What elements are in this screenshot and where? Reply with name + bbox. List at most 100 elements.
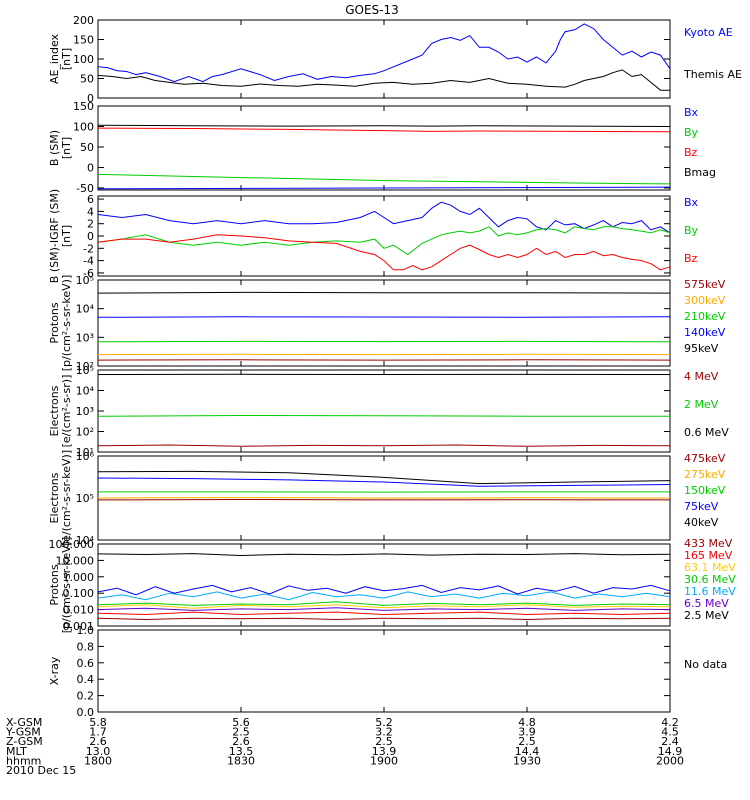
legend-entry: 575keV [684, 278, 726, 291]
y-tick-label: 0 [87, 230, 94, 243]
y-axis-label: Electrons [48, 385, 61, 436]
bottom-axis-value: 3.9 [518, 726, 536, 739]
bottom-axis-value: 14.9 [658, 745, 683, 758]
legend-entry: 165 MeV [684, 549, 733, 562]
y-tick-label: -2 [83, 242, 94, 255]
series-line-By [97, 173, 671, 185]
bottom-row-label: hhmm [6, 754, 41, 767]
panel-frame [97, 195, 671, 277]
series-line-unnamed [97, 584, 671, 596]
series-line-By [97, 226, 671, 256]
series-line-95keV [97, 291, 671, 294]
y-tick-label: 0.100 [63, 587, 95, 600]
series-line-Bx [97, 201, 671, 234]
y-tick-label: 200 [73, 14, 94, 27]
y-tick-label: 0.6 [77, 657, 95, 670]
y-tick-label: 10⁴ [76, 385, 95, 398]
y-tick-label: 0 [87, 161, 94, 174]
y-axis-label: [p/(cm²-s-sr-keV)] [60, 537, 73, 634]
panel-frame [97, 105, 671, 191]
panel-electrons-1: 10¹ 10² 10³ 10⁴ 10⁵ Electrons [e/(cm²-s-sr)] 4 … [48, 364, 729, 459]
y-tick-label: -50 [76, 182, 94, 195]
y-axis-label: Electrons [48, 472, 61, 523]
legend-entry: 4 MeV [684, 370, 719, 383]
panel-frame [97, 629, 671, 713]
series-line-11.6-MeV [97, 591, 671, 601]
legend-entry: 40keV [684, 516, 719, 529]
legend-entry: Bz [684, 252, 698, 265]
bottom-axis-value: 13.0 [86, 745, 111, 758]
legend-entry: 75keV [684, 500, 719, 513]
bottom-axis-value: 1900 [370, 754, 398, 767]
series-line-Bx [97, 186, 671, 190]
y-tick-label: 6 [87, 193, 94, 206]
y-tick-label: 100 [73, 53, 94, 66]
panel-xray: 0.0 0.2 0.4 0.6 0.8 1.0 X-ray No data [48, 624, 727, 719]
bottom-axis-value: 5.8 [89, 716, 107, 729]
y-tick-label: 10⁴ [76, 534, 95, 547]
y-axis-label: X-ray [48, 656, 61, 685]
y-tick-label: 1.0 [77, 624, 95, 637]
legend-entry: 63.1 MeV [684, 561, 736, 574]
bottom-axis-value: 13.5 [229, 745, 254, 758]
y-axis-label: [p/(cm²-s-sr-keV)] [60, 275, 73, 372]
y-tick-label: 0.8 [77, 640, 95, 653]
y-tick-label: 100.000 [49, 538, 95, 551]
bottom-row-label: Y-GSM [5, 726, 41, 739]
legend-entry: Bx [684, 106, 699, 119]
y-axis-label: B (SM)-IGRF (SM) [48, 189, 61, 283]
y-tick-label: 10² [76, 426, 94, 439]
series-line-Bz [97, 127, 671, 133]
y-tick-label: 10⁵ [76, 492, 94, 505]
y-tick-label: 50 [80, 141, 94, 154]
bottom-axis-value: 4.5 [661, 726, 679, 739]
y-tick-label: 0.0 [77, 706, 95, 719]
legend-entry: 140keV [684, 326, 726, 339]
y-tick-label: 0.2 [77, 690, 95, 703]
bottom-row-label: MLT [6, 745, 27, 758]
bottom-axis-value: 2.5 [375, 735, 393, 748]
y-axis-label: [e/(cm²-s-sr-keV)] [60, 450, 73, 546]
bottom-axis-value: 1.7 [89, 726, 107, 739]
y-axis-label: [e/(cm²-s-sr)] [60, 375, 73, 448]
y-tick-label: 10⁵ [76, 274, 94, 287]
legend-entry: Kyoto AE [684, 26, 733, 39]
bottom-axis-value: 4.2 [661, 716, 679, 729]
panel-bsm: -50 0 50 100 150 B (SM) [nT] Bx By Bz Bmag [48, 100, 716, 195]
legend-entry: Bx [684, 196, 699, 209]
panel-electrons-2: 10⁴ 10⁵ 10⁶ Electrons [e/(cm²-s-sr-keV)] 475k… [48, 450, 726, 547]
panel-note: No data [684, 658, 727, 671]
y-tick-label: 150 [73, 100, 94, 113]
y-tick-label: 150 [73, 34, 94, 47]
y-tick-label: 1.000 [63, 571, 95, 584]
y-tick-label: 100 [73, 120, 94, 133]
series-line-6.5-MeV [97, 607, 671, 611]
y-axis-label: [nT] [60, 225, 73, 247]
legend-entry: By [684, 126, 699, 139]
y-tick-label: 4 [87, 205, 94, 218]
series-line-40keV [97, 470, 671, 485]
bottom-axis-value: 1830 [227, 754, 255, 767]
y-tick-label: 10.000 [56, 554, 95, 567]
series-line-140keV [97, 316, 671, 318]
legend-entry: 433 MeV [684, 537, 733, 550]
series-line-433-MeV [97, 617, 671, 621]
y-tick-label: 2 [87, 218, 94, 231]
bottom-axis-value: 2.5 [232, 726, 250, 739]
y-tick-label: -4 [83, 255, 94, 268]
y-tick-label: 0 [87, 92, 94, 105]
y-tick-label: 0.4 [77, 673, 95, 686]
legend-entry: 275keV [684, 468, 726, 481]
series-line-Kyoto-AE [97, 23, 671, 83]
y-tick-label: 0.001 [63, 620, 95, 633]
bottom-axis-value: 13.9 [372, 745, 397, 758]
bottom-axis-value: 4.8 [518, 716, 536, 729]
y-tick-label: 50 [80, 73, 94, 86]
legend-entry: 300keV [684, 294, 726, 307]
chart-title: GOES-13 [345, 3, 399, 17]
bottom-axis-value: 2.5 [518, 735, 536, 748]
series-line-Themis-AE [97, 69, 670, 91]
